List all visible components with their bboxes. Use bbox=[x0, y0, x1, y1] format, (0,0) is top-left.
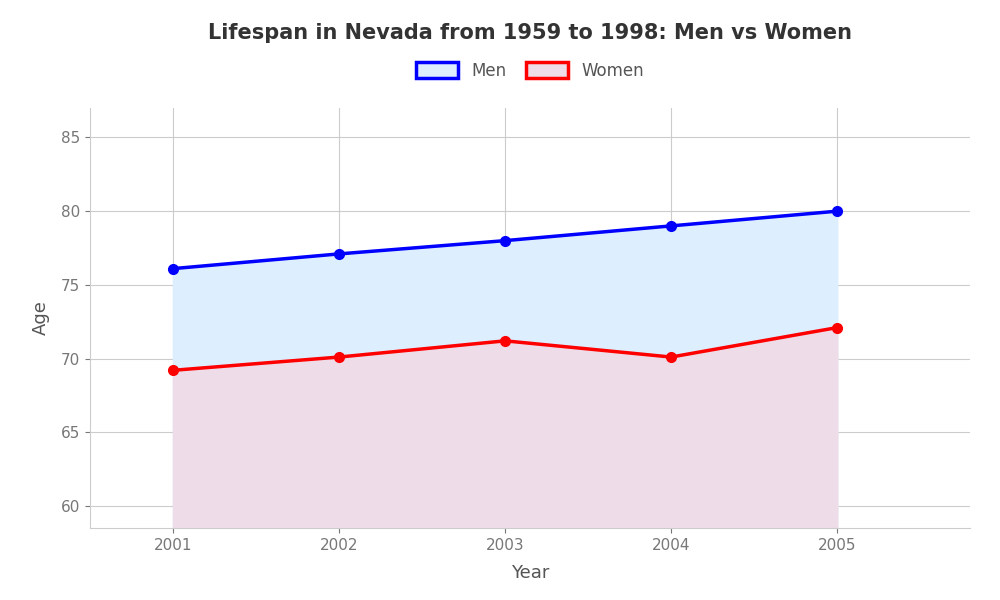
Line: Women: Women bbox=[168, 323, 842, 375]
Women bbox=[499, 337, 511, 344]
X-axis label: Year: Year bbox=[511, 564, 549, 582]
Women bbox=[167, 367, 179, 374]
Title: Lifespan in Nevada from 1959 to 1998: Men vs Women: Lifespan in Nevada from 1959 to 1998: Me… bbox=[208, 23, 852, 43]
Women bbox=[333, 353, 345, 361]
Men bbox=[167, 265, 179, 272]
Legend: Men, Women: Men, Women bbox=[416, 62, 644, 80]
Men bbox=[333, 250, 345, 257]
Men bbox=[831, 208, 843, 215]
Men bbox=[499, 237, 511, 244]
Women bbox=[831, 324, 843, 331]
Y-axis label: Age: Age bbox=[32, 301, 50, 335]
Line: Men: Men bbox=[168, 206, 842, 274]
Men bbox=[665, 222, 677, 229]
Women bbox=[665, 353, 677, 361]
